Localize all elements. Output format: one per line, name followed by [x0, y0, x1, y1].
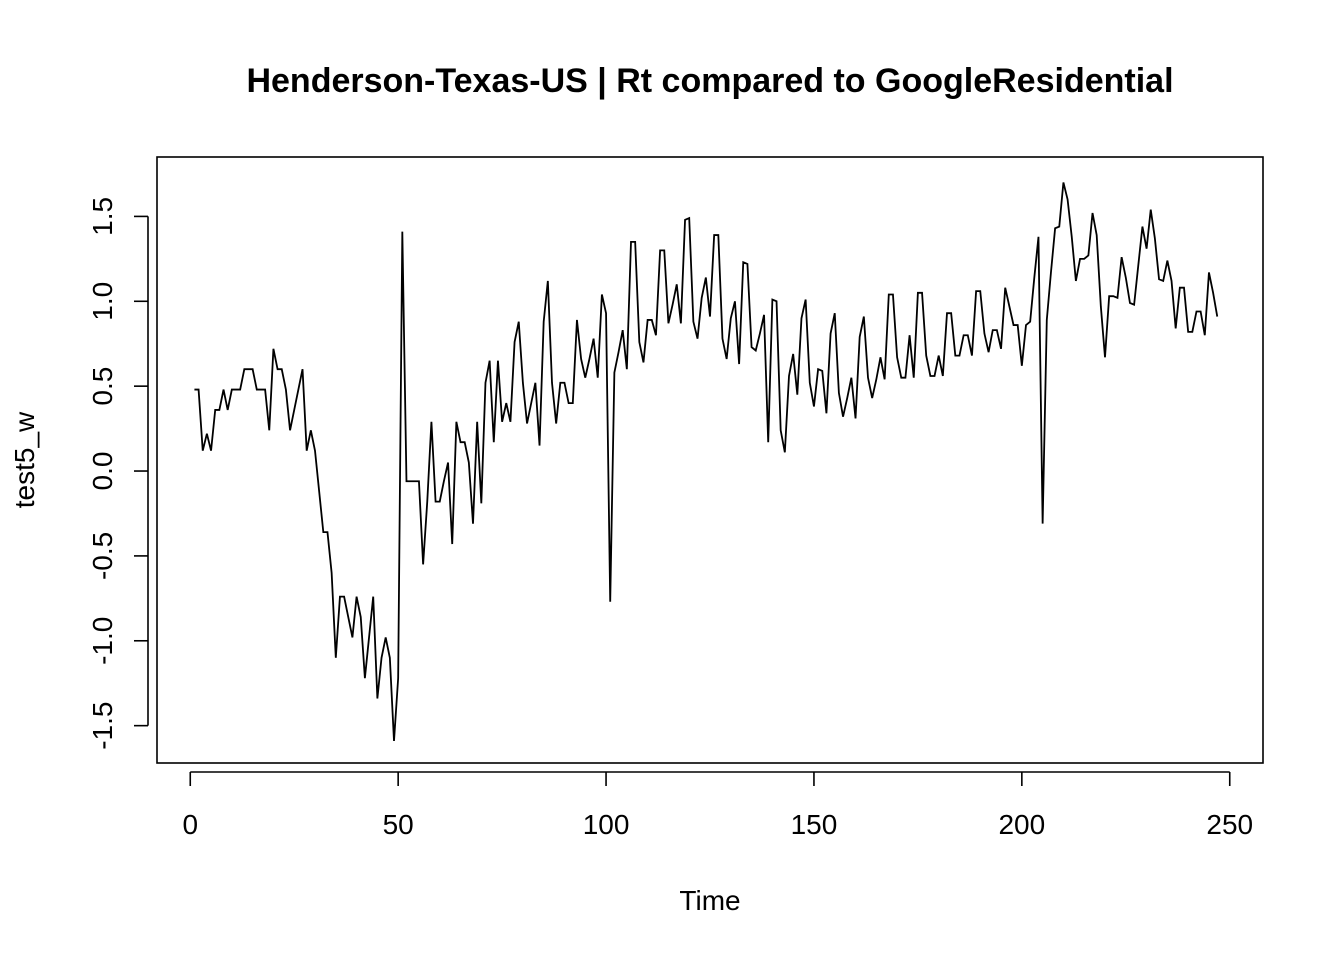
y-tick-label: -1.0: [87, 617, 118, 665]
chart-title: Henderson-Texas-US | Rt compared to Goog…: [246, 62, 1173, 100]
x-tick-label: 200: [998, 809, 1045, 840]
x-tick-label: 0: [182, 809, 198, 840]
y-axis-label: test5_w: [9, 411, 40, 508]
y-tick-label: -0.5: [87, 532, 118, 580]
series-line: [194, 182, 1219, 741]
y-tick-label: 1.5: [87, 197, 118, 236]
x-axis-label: Time: [679, 885, 740, 916]
x-axis: 0 50 100 150 200 250: [182, 771, 1253, 840]
x-tick-label: 150: [791, 809, 838, 840]
y-axis: -1.5 -1.0 -0.5 0.0 0.5 1.0 1.5: [87, 197, 149, 750]
x-tick-label: 250: [1206, 809, 1253, 840]
y-tick-label: 0.0: [87, 452, 118, 491]
y-tick-label: -1.5: [87, 702, 118, 750]
x-tick-label: 50: [383, 809, 414, 840]
y-tick-label: 0.5: [87, 367, 118, 406]
plot-frame: [156, 156, 1264, 764]
x-tick-label: 100: [583, 809, 630, 840]
y-tick-label: 1.0: [87, 282, 118, 321]
